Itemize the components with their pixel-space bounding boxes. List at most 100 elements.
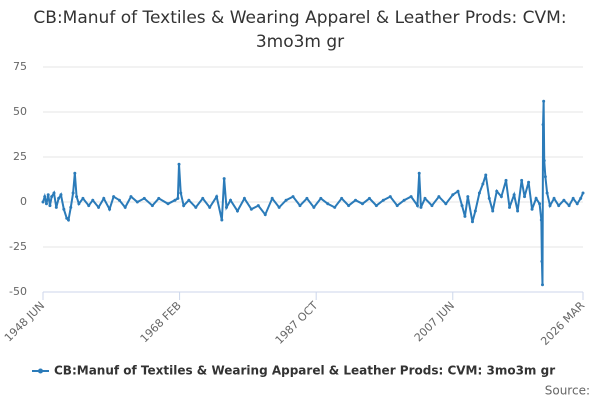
- point: [81, 196, 85, 200]
- point: [326, 202, 330, 206]
- point: [150, 204, 154, 208]
- point: [491, 209, 495, 213]
- point: [54, 205, 58, 209]
- point: [473, 209, 477, 213]
- series-line: [42, 101, 584, 285]
- point: [62, 207, 66, 211]
- point: [41, 200, 45, 204]
- point: [470, 220, 474, 224]
- point: [542, 159, 546, 163]
- point: [542, 99, 546, 103]
- point: [575, 202, 579, 206]
- point: [117, 198, 121, 202]
- point: [284, 198, 288, 202]
- point: [520, 178, 524, 182]
- point: [256, 204, 260, 208]
- point: [77, 202, 81, 206]
- y-tick-label: 50: [13, 105, 27, 118]
- point: [291, 195, 295, 199]
- point: [220, 218, 224, 222]
- y-tick-label: 75: [13, 60, 27, 73]
- point: [44, 202, 48, 206]
- point: [540, 283, 544, 287]
- point: [215, 195, 219, 199]
- point: [562, 198, 566, 202]
- point: [270, 196, 274, 200]
- point: [194, 205, 198, 209]
- point: [423, 196, 427, 200]
- point: [534, 196, 538, 200]
- point: [166, 202, 170, 206]
- point: [571, 196, 575, 200]
- point: [201, 196, 205, 200]
- point: [52, 191, 56, 195]
- point: [102, 196, 106, 200]
- point: [97, 205, 101, 209]
- point: [208, 205, 212, 209]
- point: [298, 204, 302, 208]
- point: [91, 198, 95, 202]
- point: [495, 189, 499, 193]
- point: [305, 196, 309, 200]
- point: [487, 196, 491, 200]
- point: [242, 196, 246, 200]
- point: [463, 214, 467, 218]
- point: [527, 180, 531, 184]
- point: [484, 173, 488, 177]
- point: [516, 209, 520, 213]
- point: [456, 189, 460, 193]
- point: [177, 162, 181, 166]
- y-tick-label: 0: [20, 195, 27, 208]
- point: [129, 195, 133, 199]
- point: [381, 198, 385, 202]
- point: [437, 195, 441, 199]
- x-tick-label: 1948 JUN: [2, 299, 47, 344]
- point: [419, 205, 423, 209]
- point: [460, 204, 464, 208]
- point: [367, 196, 371, 200]
- legend-label: CB:Manuf of Textiles & Wearing Apparel &…: [54, 364, 555, 378]
- point: [187, 198, 191, 202]
- point: [57, 196, 61, 200]
- source: Source:: [545, 384, 590, 398]
- point: [523, 195, 527, 199]
- x-tick-label: 2026 MAR: [538, 299, 587, 348]
- y-tick-label: 25: [13, 150, 27, 163]
- point: [176, 196, 180, 200]
- point: [402, 198, 406, 202]
- point: [567, 204, 571, 208]
- point: [50, 195, 54, 199]
- point: [48, 204, 52, 208]
- point: [552, 196, 556, 200]
- x-tick-label: 2007 JUN: [412, 299, 457, 344]
- point: [249, 207, 253, 211]
- point: [69, 205, 73, 209]
- point: [415, 204, 419, 208]
- point: [73, 171, 77, 175]
- point: [451, 193, 455, 197]
- point: [530, 207, 534, 211]
- point: [548, 204, 552, 208]
- point: [59, 193, 63, 197]
- point: [354, 198, 358, 202]
- point: [541, 123, 545, 127]
- point: [173, 198, 177, 202]
- point: [430, 204, 434, 208]
- point: [142, 196, 146, 200]
- point: [340, 196, 344, 200]
- chart-title: CB:Manuf of Textiles & Wearing Apparel &…: [33, 8, 567, 52]
- point: [71, 191, 75, 195]
- point: [75, 195, 79, 199]
- point: [540, 259, 544, 263]
- point: [263, 213, 267, 217]
- point: [499, 195, 503, 199]
- legend-marker: [38, 368, 43, 374]
- point: [108, 207, 112, 211]
- x-tick-label: 1968 FEB: [138, 299, 184, 345]
- point: [179, 191, 183, 195]
- point: [87, 204, 91, 208]
- point: [333, 205, 337, 209]
- point: [135, 200, 139, 204]
